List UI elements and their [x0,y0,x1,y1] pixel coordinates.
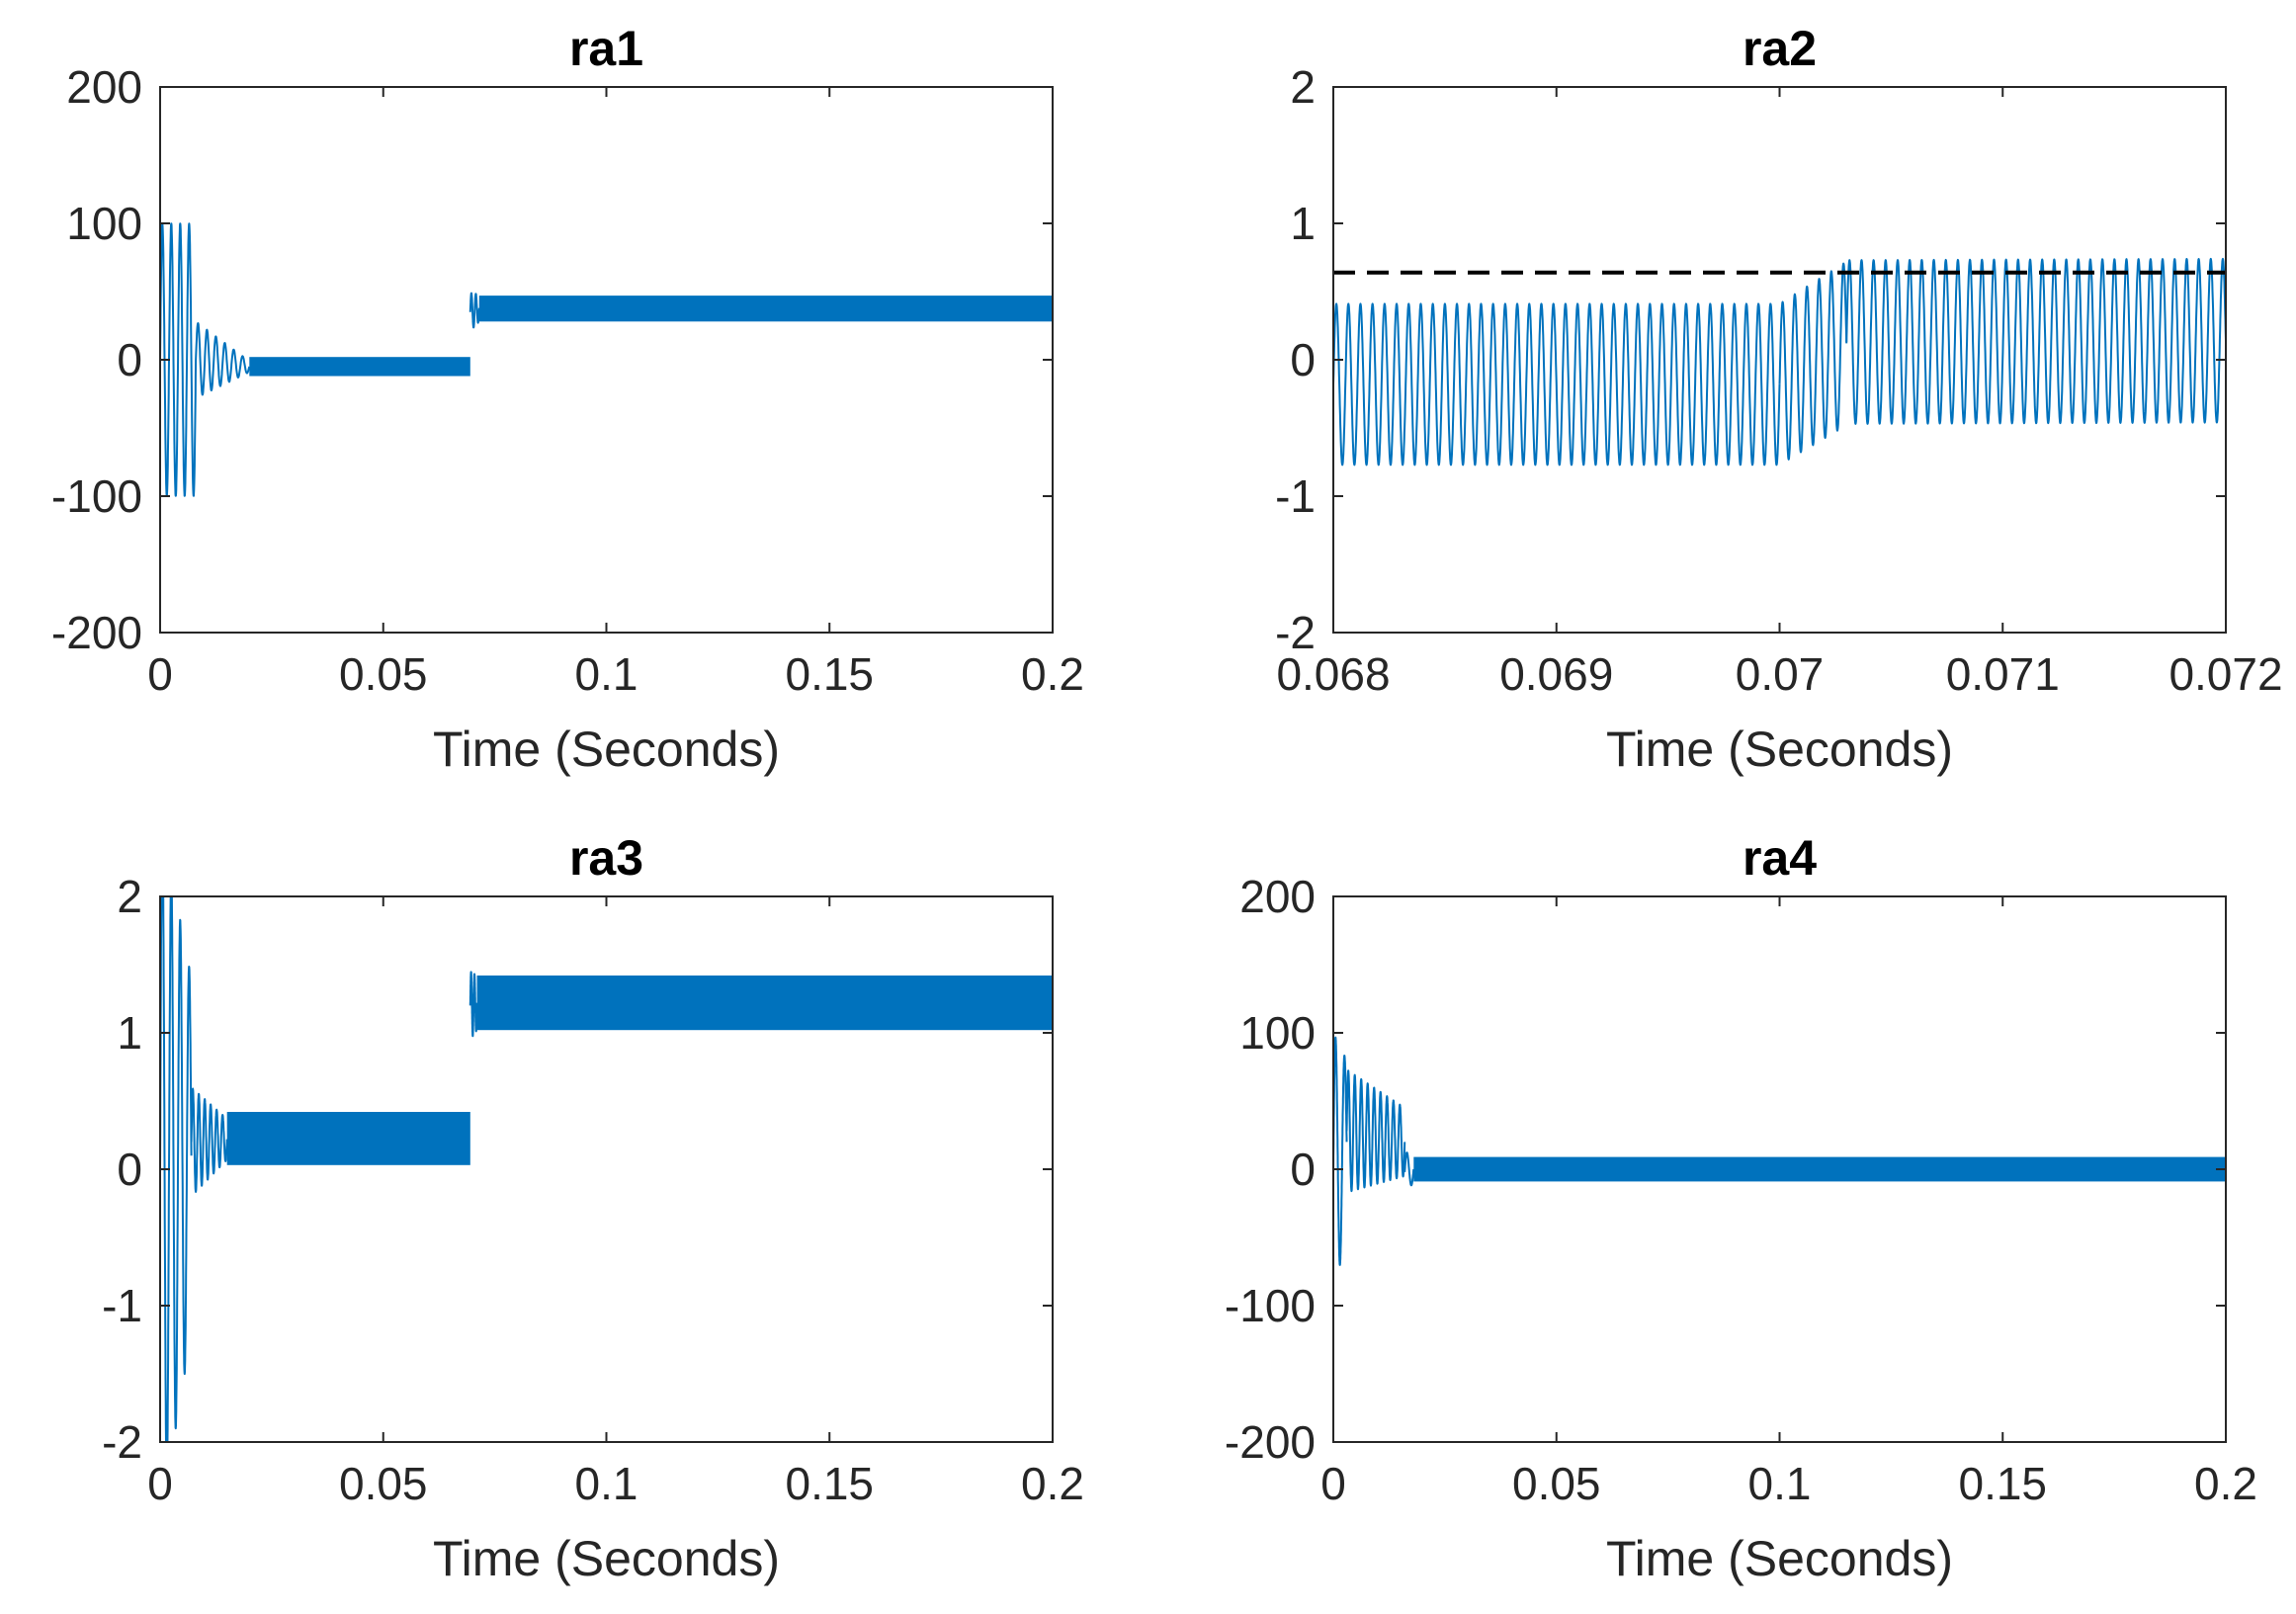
x-tick-label: 0 [147,648,173,700]
signal-line-ra4-0 [1333,1036,1348,1266]
chart-title-ra3: ra3 [569,830,643,886]
x-axis-label-ra1: Time (Seconds) [433,722,780,777]
subplot-ra2: 0.068 0.069 0.07 0.071 0.072 -2 -1 0 1 2 ra2 Time (… [1275,21,2282,777]
y-tick-label: -100 [1225,1280,1316,1331]
x-tick-label: 0.15 [1958,1458,2047,1509]
plot-lines-ra3 [160,896,1053,1442]
y-tick-label: -1 [1275,470,1316,522]
y-tick-label: 2 [117,871,142,922]
chart-title-ra2: ra2 [1743,21,1817,76]
chart-title-ra1: ra1 [569,21,643,76]
x-axis-label-ra4: Time (Seconds) [1606,1531,1953,1586]
x-tick-label: 0.1 [575,648,638,700]
y-tick-label: -2 [102,1416,142,1468]
x-tick-label: 0.05 [339,648,428,700]
y-tick-label: 0 [117,1144,142,1195]
y-tick-label: 100 [66,198,142,249]
y-tick-label: 0 [117,334,142,385]
signal-line-ra1-3 [468,292,480,329]
y-tick-label: -1 [102,1280,142,1331]
x-tick-label: 0.05 [339,1458,428,1509]
y-tick-label: 200 [66,61,142,113]
y-tick-label: 2 [1290,61,1316,113]
y-tick-label: 0 [1290,1144,1316,1195]
y-tick-label: 1 [1290,198,1316,249]
subplot-ra4: 0 0.05 0.1 0.15 0.2 -200 -100 0 100 200 ra4 Time (S… [1225,830,2257,1586]
x-tick-label: 0.07 [1736,648,1825,700]
x-tick-label: 0.05 [1512,1458,1601,1509]
signal-line-ra4-2 [1403,1151,1415,1187]
x-tick-label: 0.071 [1946,648,2060,700]
x-tick-label: 0.2 [2194,1458,2257,1509]
subplot-ra1: 0 0.05 0.1 0.15 0.2 -200 -100 0 100 200 ra1 Time (S… [51,21,1084,777]
signal-line-ra1-0 [160,222,198,497]
signal-line-ra1-1 [195,322,251,396]
x-axis-label-ra3: Time (Seconds) [433,1531,780,1586]
signal-line-ra2-2 [1845,257,2226,425]
signal-band-ra1-2 [249,357,470,377]
y-tick-label: -100 [51,470,142,522]
x-tick-label: 0 [1320,1458,1346,1509]
signal-line-ra2-1 [1778,262,1848,461]
subplot-ra3: 0 0.05 0.1 0.15 0.2 -2 -1 0 1 2 ra3 Time (Seconds) [102,830,1084,1586]
x-tick-label: 0.15 [785,1458,874,1509]
signal-line-ra3-0 [160,896,193,1442]
chart-title-ra4: ra4 [1743,830,1817,886]
y-tick-label: 200 [1239,871,1316,922]
signal-line-ra4-1 [1345,1069,1406,1193]
x-tick-label: 0.2 [1021,648,1084,700]
x-tick-label: 0.1 [575,1458,638,1509]
signal-band-ra4-3 [1413,1156,2226,1182]
y-tick-label: 1 [117,1007,142,1059]
signal-band-ra3-2 [226,1112,470,1165]
y-tick-label: -200 [1225,1416,1316,1468]
y-tick-label: 0 [1290,334,1316,385]
signal-band-ra1-4 [478,296,1053,322]
x-tick-label: 0.068 [1276,648,1390,700]
y-tick-label: -200 [51,607,142,658]
x-tick-label: 0.1 [1748,1458,1812,1509]
signal-line-ra3-1 [190,1087,228,1193]
y-tick-label: -2 [1275,607,1316,658]
plot-lines-ra1 [160,222,1053,497]
plot-lines-ra2 [1333,257,2226,467]
signal-line-ra3-3 [468,971,478,1038]
plot-lines-ra4 [1333,1036,2226,1266]
signal-band-ra3-4 [476,976,1053,1031]
x-axis-label-ra2: Time (Seconds) [1606,722,1953,777]
x-tick-label: 0.15 [785,648,874,700]
x-tick-label: 0 [147,1458,173,1509]
x-tick-label: 0.072 [2168,648,2282,700]
signal-line-ra2-0 [1333,302,1781,467]
x-tick-label: 0.069 [1499,648,1613,700]
x-tick-label: 0.2 [1021,1458,1084,1509]
y-tick-label: 100 [1239,1007,1316,1059]
